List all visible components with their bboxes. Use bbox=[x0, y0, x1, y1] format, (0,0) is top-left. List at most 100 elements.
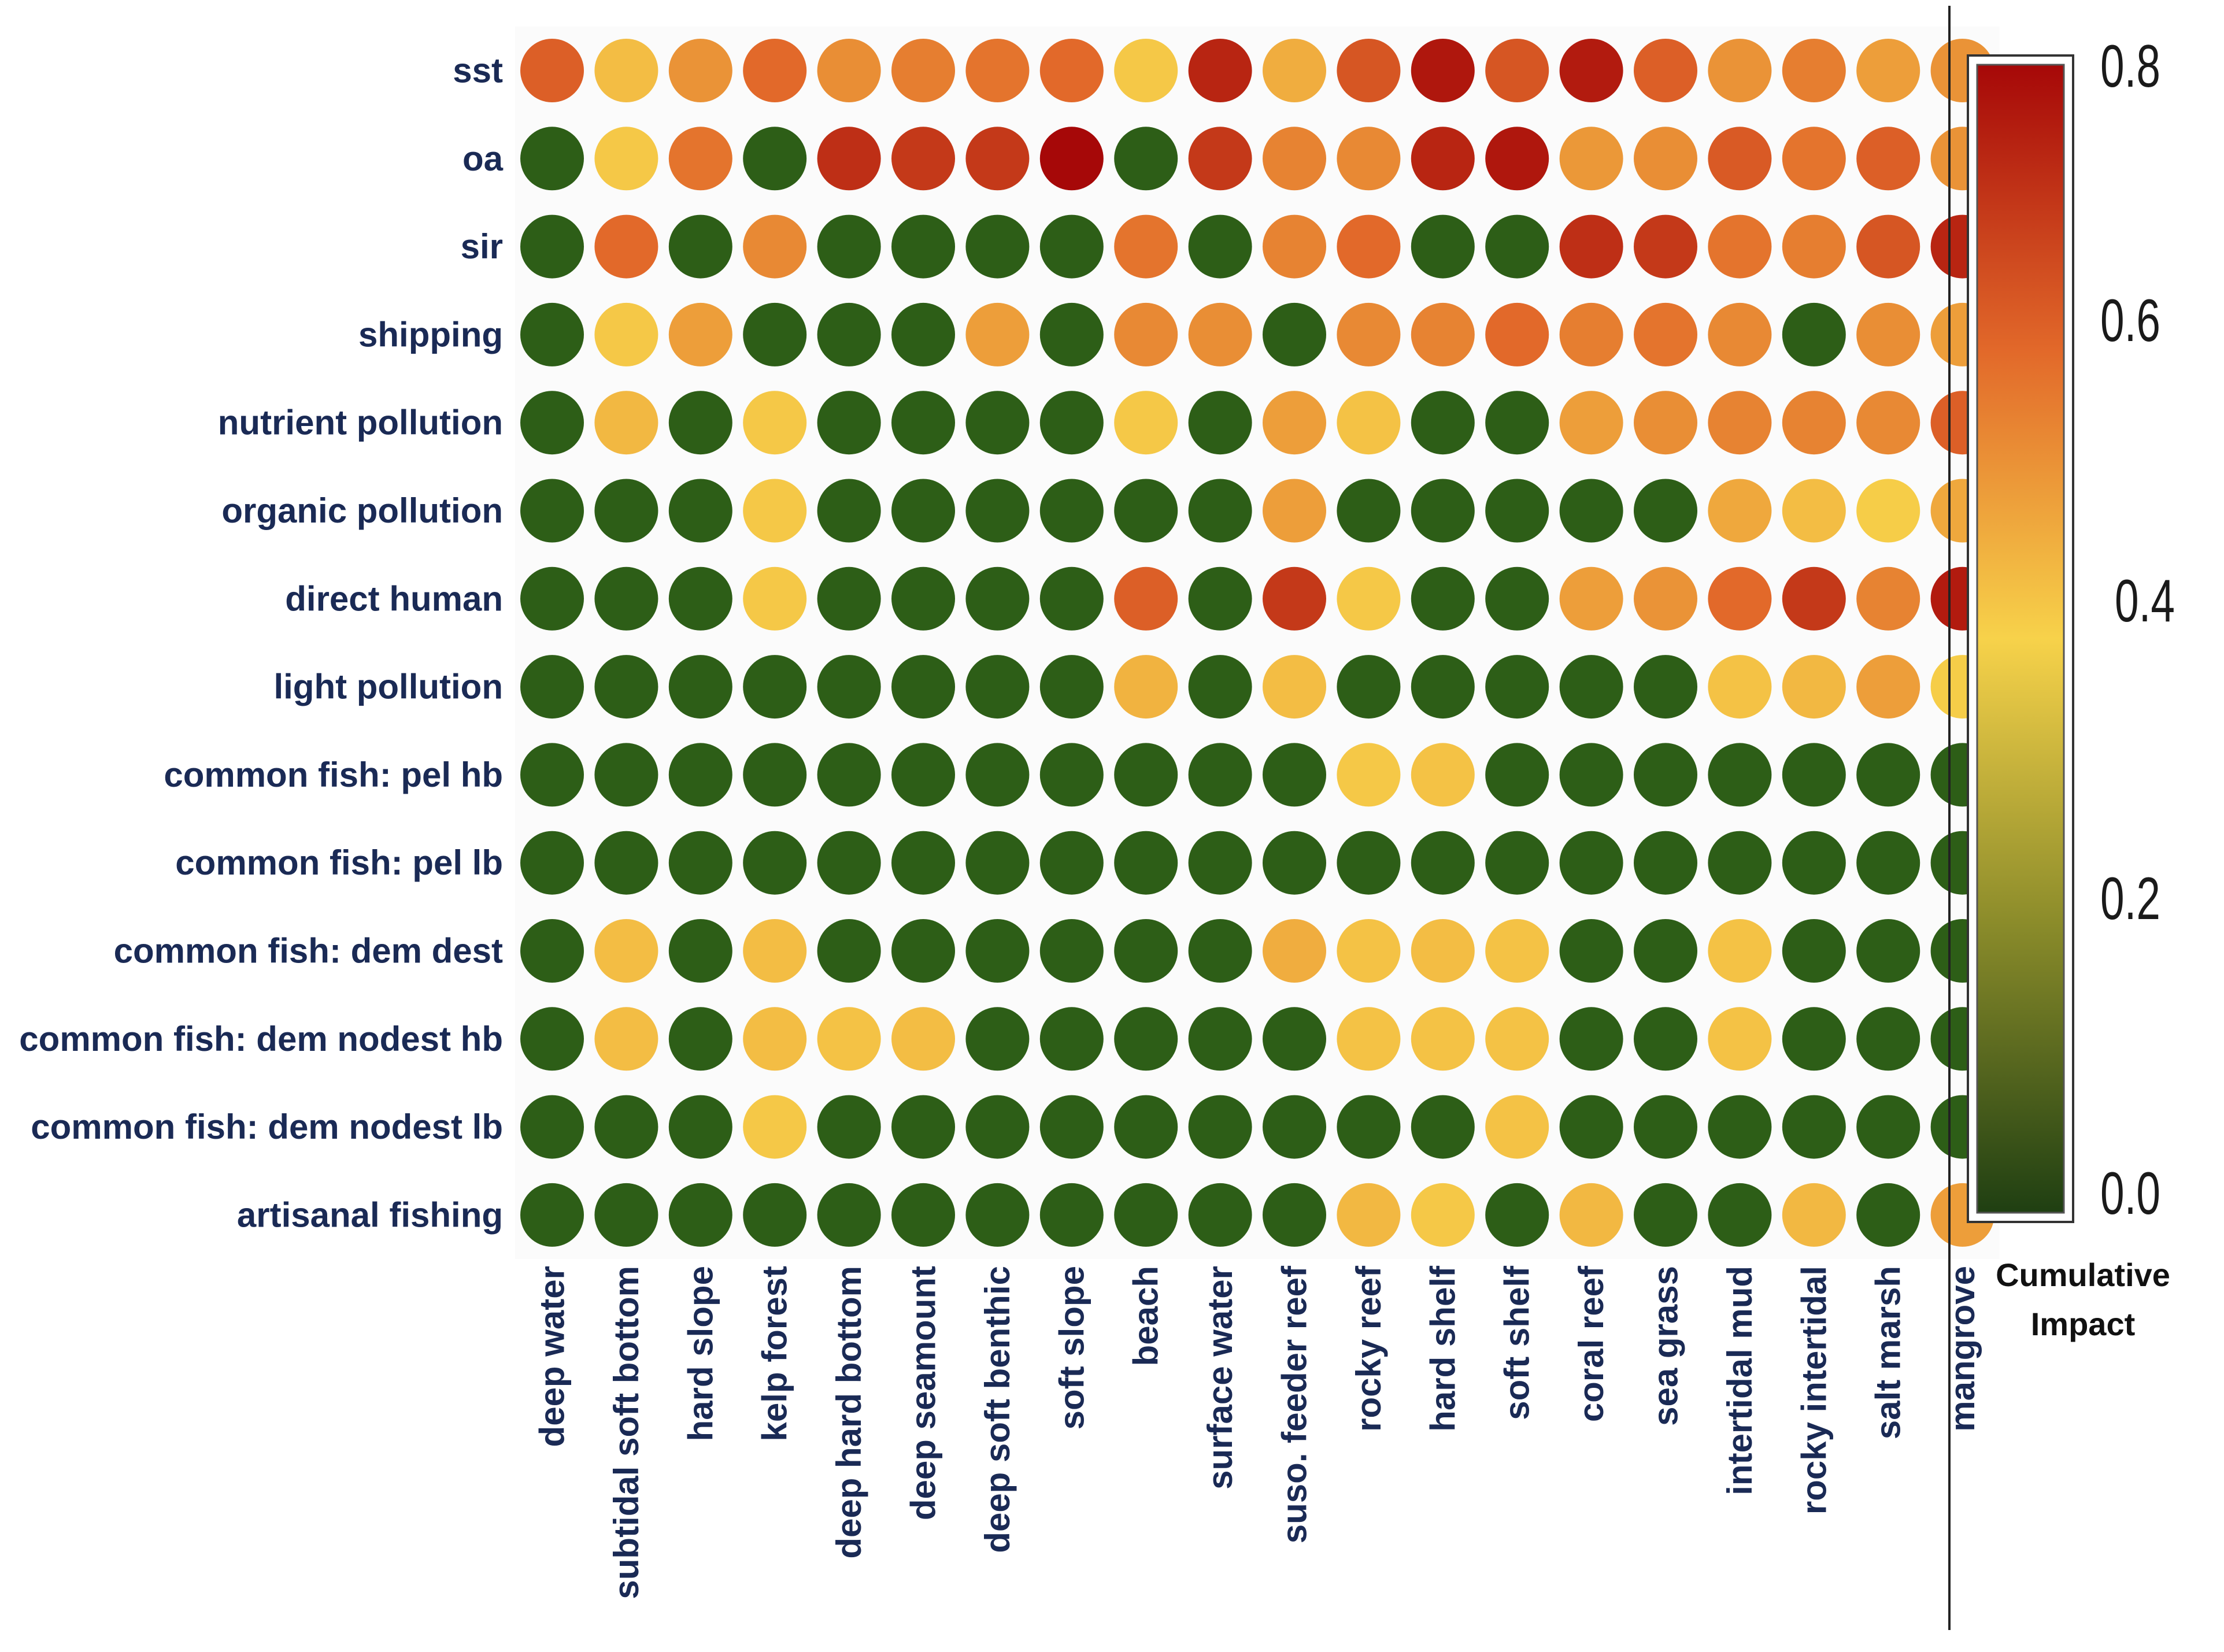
column-label: kelp forest bbox=[756, 1266, 794, 1441]
row-labels: sst oa sir shipping nutrient pollution organi… bbox=[19, 51, 503, 1235]
cell-6-8 bbox=[1039, 479, 1104, 543]
cell-8-12 bbox=[1337, 655, 1401, 719]
cell-11-5 bbox=[817, 919, 881, 983]
cell-11-14 bbox=[1485, 919, 1549, 983]
column-label: intertidal mud bbox=[1720, 1266, 1759, 1495]
cell-4-17 bbox=[1708, 302, 1772, 366]
cell-14-16 bbox=[1634, 1183, 1697, 1247]
cell-11-10 bbox=[1188, 919, 1252, 983]
cell-7-8 bbox=[1039, 566, 1104, 631]
cell-3-15 bbox=[1559, 214, 1623, 279]
cell-13-18 bbox=[1782, 1095, 1846, 1159]
cell-9-19 bbox=[1856, 743, 1920, 807]
cell-2-15 bbox=[1559, 127, 1623, 191]
plot-area bbox=[515, 26, 2000, 1260]
cell-6-1 bbox=[520, 479, 584, 543]
cell-1-4 bbox=[743, 39, 807, 102]
cell-4-9 bbox=[1114, 302, 1178, 366]
cell-8-14 bbox=[1485, 655, 1549, 719]
cell-8-16 bbox=[1634, 655, 1697, 719]
cell-6-16 bbox=[1634, 479, 1697, 543]
cell-12-1 bbox=[520, 1007, 584, 1071]
cell-9-17 bbox=[1708, 743, 1772, 807]
cell-13-5 bbox=[817, 1095, 881, 1159]
cell-9-2 bbox=[594, 743, 658, 807]
cell-3-3 bbox=[668, 214, 732, 279]
row-label: organic pollution bbox=[221, 491, 503, 530]
cell-2-5 bbox=[817, 127, 881, 191]
cell-14-19 bbox=[1856, 1183, 1920, 1247]
cell-5-7 bbox=[965, 391, 1030, 455]
cell-11-13 bbox=[1411, 919, 1475, 983]
row-label: common fish: dem nodest hb bbox=[19, 1020, 503, 1058]
cell-4-1 bbox=[520, 302, 584, 366]
cell-2-10 bbox=[1188, 127, 1252, 191]
cell-3-19 bbox=[1856, 214, 1920, 279]
row-label: light pollution bbox=[273, 668, 503, 706]
cell-2-17 bbox=[1708, 127, 1772, 191]
cell-2-14 bbox=[1485, 127, 1549, 191]
cell-2-13 bbox=[1411, 127, 1475, 191]
cell-6-14 bbox=[1485, 479, 1549, 543]
cell-13-9 bbox=[1114, 1095, 1178, 1159]
cell-1-5 bbox=[817, 39, 881, 102]
cell-5-9 bbox=[1114, 391, 1178, 455]
cell-5-19 bbox=[1856, 391, 1920, 455]
cell-1-19 bbox=[1856, 39, 1920, 102]
cell-3-6 bbox=[891, 214, 955, 279]
cell-3-10 bbox=[1188, 214, 1252, 279]
cell-10-2 bbox=[594, 831, 658, 895]
cell-11-17 bbox=[1708, 919, 1772, 983]
cell-12-13 bbox=[1411, 1007, 1475, 1071]
cell-7-5 bbox=[817, 566, 881, 631]
cell-4-11 bbox=[1263, 302, 1326, 366]
cell-2-6 bbox=[891, 127, 955, 191]
cell-8-7 bbox=[965, 655, 1030, 719]
cell-3-4 bbox=[743, 214, 807, 279]
cell-9-3 bbox=[668, 743, 732, 807]
cell-12-2 bbox=[594, 1007, 658, 1071]
cell-14-1 bbox=[520, 1183, 584, 1247]
cell-7-10 bbox=[1188, 566, 1252, 631]
cell-6-5 bbox=[817, 479, 881, 543]
cell-8-8 bbox=[1039, 655, 1104, 719]
cell-3-9 bbox=[1114, 214, 1178, 279]
cell-6-4 bbox=[743, 479, 807, 543]
column-label: beach bbox=[1127, 1266, 1165, 1366]
colorbar-title: Impact bbox=[2031, 1306, 2136, 1342]
cell-4-5 bbox=[817, 302, 881, 366]
cell-12-7 bbox=[965, 1007, 1030, 1071]
cell-12-16 bbox=[1634, 1007, 1697, 1071]
cell-11-8 bbox=[1039, 919, 1104, 983]
cell-13-1 bbox=[520, 1095, 584, 1159]
cell-7-12 bbox=[1337, 566, 1401, 631]
cell-10-1 bbox=[520, 831, 584, 895]
column-label: salt marsh bbox=[1869, 1266, 1908, 1439]
cell-9-18 bbox=[1782, 743, 1846, 807]
cell-9-7 bbox=[965, 743, 1030, 807]
cell-11-1 bbox=[520, 919, 584, 983]
cell-10-18 bbox=[1782, 831, 1846, 895]
row-label: direct human bbox=[285, 579, 503, 618]
cell-10-8 bbox=[1039, 831, 1104, 895]
cell-12-19 bbox=[1856, 1007, 1920, 1071]
cell-7-4 bbox=[743, 566, 807, 631]
cell-11-19 bbox=[1856, 919, 1920, 983]
colorbar-tick-label: 0.6 bbox=[2100, 287, 2160, 354]
cell-1-14 bbox=[1485, 39, 1549, 102]
cell-8-15 bbox=[1559, 655, 1623, 719]
cell-2-11 bbox=[1263, 127, 1326, 191]
cell-11-2 bbox=[594, 919, 658, 983]
cell-6-2 bbox=[594, 479, 658, 543]
cell-7-17 bbox=[1708, 566, 1772, 631]
cell-13-3 bbox=[668, 1095, 732, 1159]
cell-5-1 bbox=[520, 391, 584, 455]
plot-background bbox=[515, 26, 2000, 1260]
cell-7-6 bbox=[891, 566, 955, 631]
column-label: deep seamount bbox=[904, 1266, 943, 1520]
cell-7-18 bbox=[1782, 566, 1846, 631]
cell-12-15 bbox=[1559, 1007, 1623, 1071]
row-label: nutrient pollution bbox=[218, 403, 503, 442]
cell-6-12 bbox=[1337, 479, 1401, 543]
